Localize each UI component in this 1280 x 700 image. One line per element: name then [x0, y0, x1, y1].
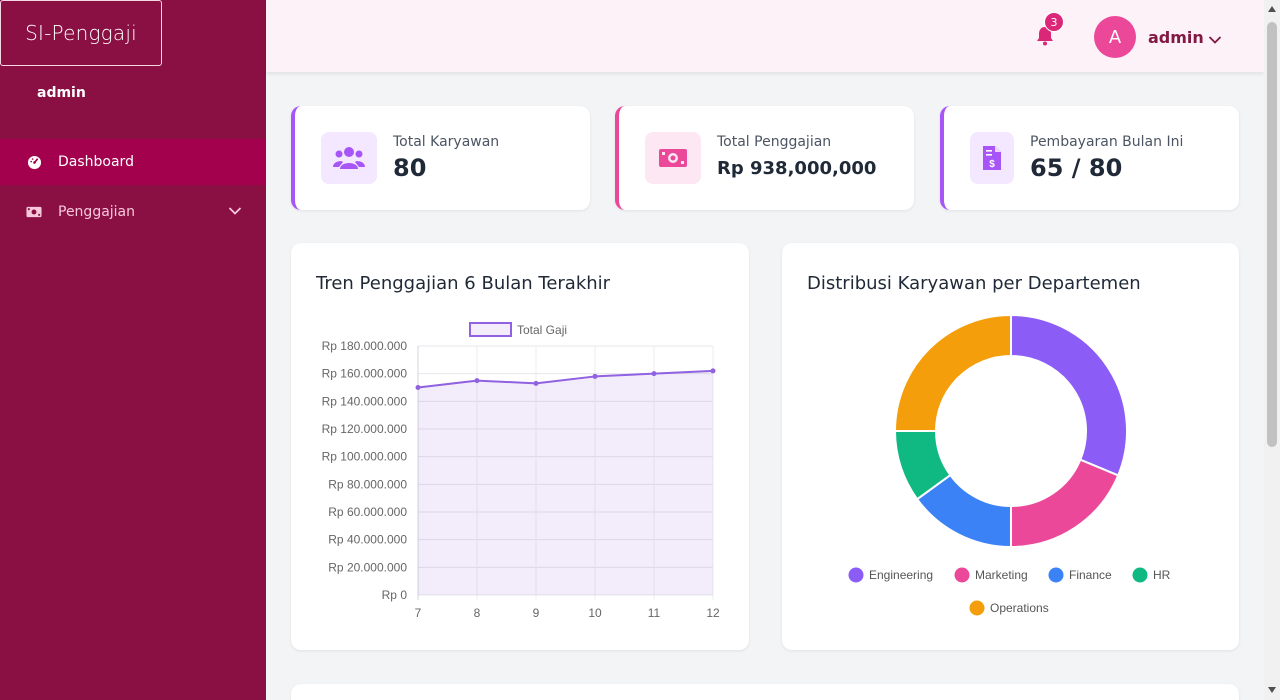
y-tick-label: Rp 20.000.000: [328, 560, 407, 574]
slice-engineering: [1010, 313, 1128, 477]
stat-label: Pembayaran Bulan Ini: [1030, 134, 1184, 150]
legend-swatch: [969, 600, 985, 616]
data-point: [474, 378, 480, 384]
scroll-down-icon[interactable]: [1268, 687, 1276, 693]
x-tick-label: 7: [415, 606, 422, 620]
x-tick-label: 11: [648, 606, 661, 620]
avatar[interactable]: A: [1094, 16, 1136, 58]
data-point: [533, 380, 539, 386]
sidebar: SI-Penggaji admin Dashboard Penggajian: [0, 0, 266, 700]
sidebar-item-label: Dashboard: [58, 154, 134, 170]
legend-swatch: [954, 567, 970, 583]
chart-title: Tren Penggajian 6 Bulan Terakhir: [316, 273, 611, 294]
notification-badge: 3: [1044, 12, 1064, 32]
data-point: [651, 371, 657, 377]
x-tick-label: 12: [706, 606, 720, 620]
brand-logo[interactable]: SI-Penggaji: [0, 0, 162, 66]
sidebar-item-penggajian[interactable]: Penggajian: [0, 189, 266, 235]
trend-chart-card: Tren Penggajian 6 Bulan Terakhir Rp 0 Rp …: [291, 243, 749, 650]
y-tick-label: Rp 80.000.000: [328, 477, 407, 491]
stat-label: Total Karyawan: [393, 134, 500, 150]
x-tick-label: 8: [474, 606, 481, 620]
y-tick-label: Rp 100.000.000: [322, 450, 408, 464]
legend-label: Finance: [1069, 568, 1112, 582]
stat-card-total-penggajian: Total Penggajian Rp 938,000,000: [615, 106, 914, 210]
legend-label: Engineering: [869, 568, 933, 582]
sidebar-item-dashboard[interactable]: Dashboard: [0, 139, 266, 185]
legend-label: Total Gaji: [517, 323, 567, 337]
svg-text:$: $: [989, 159, 995, 170]
data-point: [415, 385, 421, 390]
x-tick-label: 9: [533, 606, 540, 620]
data-point: [592, 373, 598, 379]
y-tick-label: Rp 180.000.000: [322, 339, 408, 353]
stat-card-total-karyawan: Total Karyawan 80: [291, 106, 590, 210]
trend-line-chart: Rp 0 Rp 20.000.000 Rp 40.000.000 Rp 60.000.…: [322, 322, 720, 620]
distribution-donut-chart: Engineering Marketing Finance HR Operations: [848, 313, 1171, 616]
scroll-thumb[interactable]: [1267, 22, 1277, 447]
legend-label: Marketing: [975, 568, 1028, 582]
legend-label: HR: [1153, 568, 1171, 582]
y-tick-label: Rp 40.000.000: [328, 533, 407, 547]
stat-value: Rp 938,000,000: [717, 158, 877, 179]
sidebar-item-label: Penggajian: [58, 204, 136, 220]
stat-value: 65 / 80: [1030, 154, 1123, 182]
series-line: [417, 369, 714, 389]
money-bill-icon: [645, 132, 701, 184]
legend-swatch: [848, 567, 864, 583]
stat-label: Total Penggajian: [717, 134, 832, 150]
chevron-down-icon[interactable]: [1208, 30, 1222, 49]
legend-label: Operations: [990, 601, 1049, 615]
stat-value: 80: [393, 154, 427, 182]
topbar: 3 A admin: [266, 0, 1264, 72]
x-tick-label: 10: [588, 606, 602, 620]
y-tick-label: Rp 0: [382, 588, 408, 602]
legend-swatch: [1048, 567, 1064, 583]
sidebar-username: admin: [37, 85, 86, 101]
slice-operations: [893, 313, 1012, 432]
speedometer-icon: [26, 154, 42, 170]
legend-swatch: [469, 322, 512, 337]
y-tick-label: Rp 160.000.000: [322, 367, 408, 381]
distribution-chart-card: Distribusi Karyawan per Departemen Engin…: [782, 243, 1239, 650]
users-icon: [321, 132, 377, 184]
y-tick-label: Rp 60.000.000: [328, 505, 407, 519]
y-tick-label: Rp 120.000.000: [322, 422, 408, 436]
invoice-dollar-icon: $: [970, 132, 1014, 184]
data-point: [710, 368, 716, 374]
slice-marketing: [1010, 458, 1120, 549]
legend-swatch: [1132, 567, 1148, 583]
scrollbar[interactable]: [1264, 0, 1280, 700]
stat-card-pembayaran-bulan-ini: $ Pembayaran Bulan Ini 65 / 80: [940, 106, 1239, 210]
series-area: [418, 370, 713, 595]
topbar-username[interactable]: admin: [1148, 28, 1204, 47]
scroll-up-icon[interactable]: [1268, 6, 1276, 12]
chevron-down-icon[interactable]: [228, 204, 242, 220]
bottom-card: [291, 684, 1239, 700]
chart-title: Distribusi Karyawan per Departemen: [807, 273, 1141, 294]
money-icon: [26, 204, 42, 220]
y-tick-label: Rp 140.000.000: [322, 394, 408, 408]
